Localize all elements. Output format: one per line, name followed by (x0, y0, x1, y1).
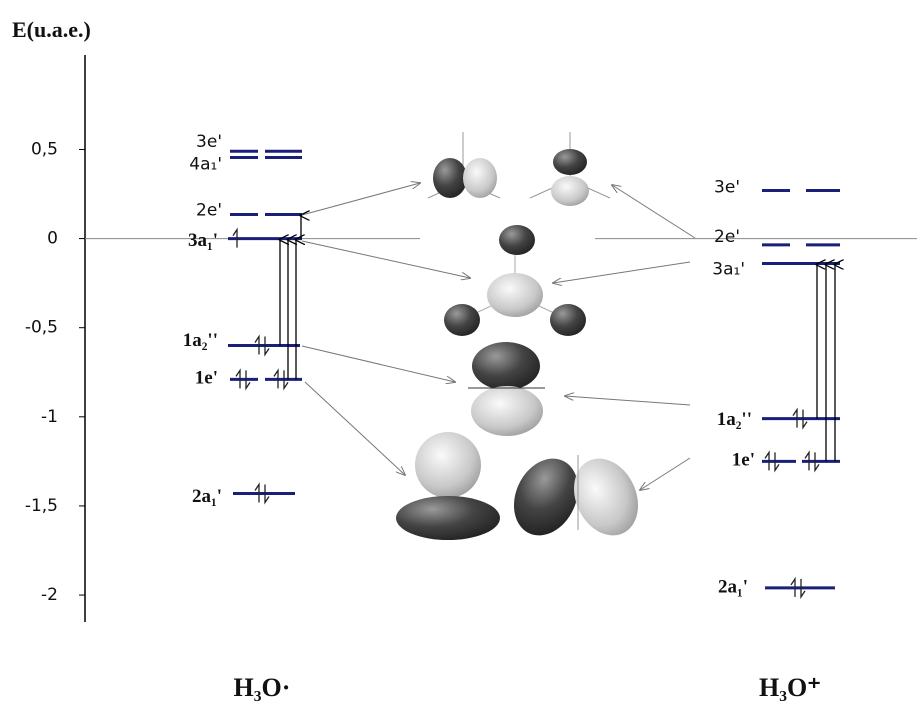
orbitals (396, 132, 650, 546)
level-label: 3a₁' (712, 260, 745, 280)
molecule-label: H₃O· (234, 673, 291, 702)
molecule-label: H₃O⁺ (759, 673, 821, 702)
connectors (302, 183, 695, 490)
energy-diagram: E(u.a.e.) H₃O· H₃O⁺ 0,50-0,5-1-1,5-23e'4… (0, 0, 917, 708)
y-tick-label: -2 (41, 585, 58, 605)
level-label: 3e' (714, 177, 740, 197)
y-axis-title: E(u.a.e.) (12, 17, 91, 42)
level-label: 1e' (195, 368, 218, 389)
y-tick-label: -0,5 (25, 318, 58, 338)
level-label: 1a₂'' (183, 330, 218, 351)
level-label: 3e' (196, 132, 222, 152)
level-label: 2a₁' (192, 486, 222, 507)
level-label: 2e' (196, 201, 222, 221)
level-label: 2e' (714, 227, 740, 247)
y-tick-label: 0 (47, 229, 58, 249)
level-label: 3a₁' (188, 230, 218, 251)
level-label: 4a₁' (189, 154, 222, 174)
level-label: 1e' (732, 450, 755, 471)
level-label: 2a₁' (718, 576, 748, 597)
level-label: 1a₂'' (717, 409, 752, 430)
y-tick-label: -1 (41, 407, 58, 427)
y-tick-label: 0,5 (31, 139, 58, 159)
y-tick-label: -1,5 (25, 496, 58, 516)
